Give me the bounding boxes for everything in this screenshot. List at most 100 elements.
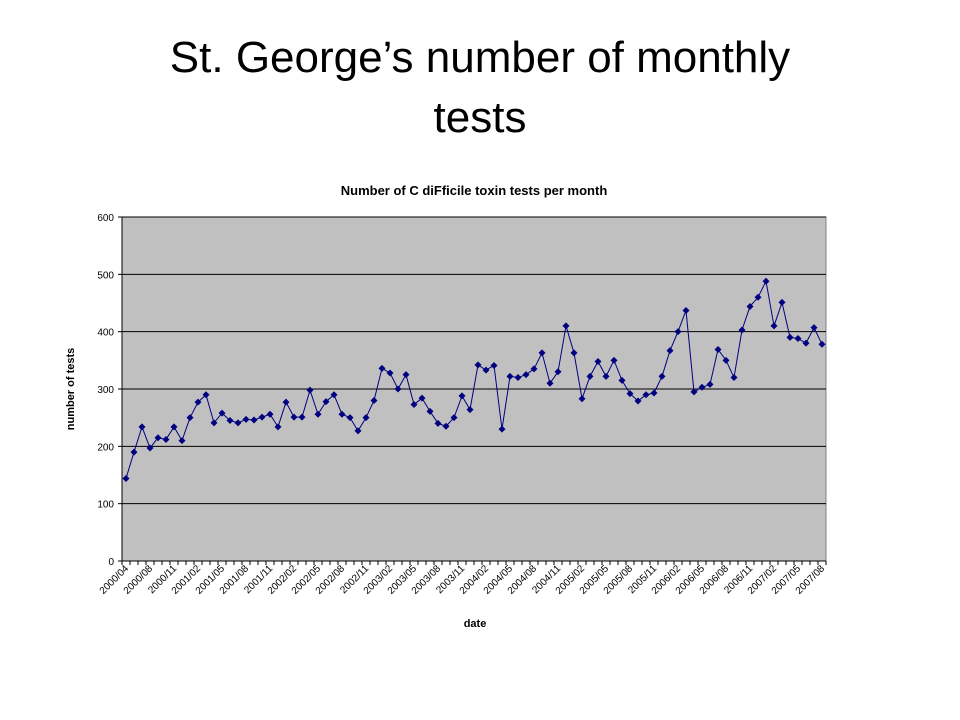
data-marker [506,372,514,380]
data-marker [426,407,434,415]
y-tick-label: 300 [97,385,114,396]
data-marker [498,425,506,433]
data-marker [186,414,194,422]
data-marker [626,390,634,398]
data-marker [410,400,418,408]
data-marker [474,361,482,369]
data-marker [706,380,714,388]
data-marker [754,293,762,301]
data-marker [266,410,274,418]
y-tick-label: 500 [97,270,114,281]
data-marker [170,423,178,431]
data-marker [362,414,370,422]
data-marker [698,383,706,391]
data-marker [378,364,386,372]
y-tick-label: 100 [97,500,114,511]
data-marker [730,374,738,382]
data-marker [258,413,266,421]
data-marker [442,422,450,430]
y-axis-label: number of tests [65,348,77,431]
data-marker [346,414,354,422]
data-marker [298,413,306,421]
data-marker [458,392,466,400]
y-tick-label: 400 [97,328,114,339]
data-marker [466,406,474,414]
data-marker [658,372,666,380]
data-marker [282,398,290,406]
data-marker [386,369,394,377]
slide-title: St. George’s number of monthly tests [169,33,791,142]
data-marker [674,328,682,336]
y-tick-label: 200 [97,442,114,453]
data-marker [306,386,314,394]
data-marker [570,349,578,357]
data-marker [554,368,562,376]
data-marker [338,410,346,418]
data-marker [610,356,618,364]
data-marker [194,398,202,406]
data-marker [682,306,690,314]
data-marker [314,410,322,418]
data-marker [154,434,162,442]
data-marker [210,419,218,427]
x-axis-label: date [464,618,487,630]
data-marker [234,419,242,427]
data-marker [802,339,810,347]
data-marker [650,389,658,397]
data-marker [666,347,674,355]
y-tick-label: 0 [108,557,114,568]
data-marker [562,322,570,330]
data-marker [530,365,538,373]
data-marker [594,357,602,365]
data-marker [178,437,186,445]
data-marker [274,423,282,431]
data-marker [762,277,770,285]
data-marker [810,324,818,332]
data-marker [746,302,754,310]
data-marker [514,374,522,382]
data-marker [290,413,298,421]
data-marker [482,366,490,374]
data-marker [618,376,626,384]
data-marker [370,396,378,404]
data-marker [162,435,170,443]
data-marker [602,372,610,380]
data-marker [586,372,594,380]
data-marker [722,356,730,364]
data-marker [354,427,362,435]
data-marker [634,397,642,405]
data-marker [226,417,234,425]
data-marker [770,322,778,330]
data-marker [522,371,530,379]
data-marker [738,326,746,334]
data-marker [130,448,138,456]
y-tick-label: 600 [97,213,114,224]
data-marker [714,345,722,353]
data-marker [490,361,498,369]
data-marker [218,409,226,417]
chart-title: Number of C diFficile toxin tests per mo… [341,183,608,198]
data-marker [242,415,250,423]
data-marker [690,388,698,396]
data-marker [250,416,258,424]
data-marker [322,398,330,406]
data-marker [330,391,338,399]
data-marker [402,371,410,379]
data-marker [138,423,146,431]
data-marker [122,474,130,482]
data-marker [394,385,402,393]
data-marker [786,333,794,341]
data-marker [818,340,826,348]
data-marker [450,414,458,422]
data-marker [794,335,802,343]
data-marker [202,391,210,399]
data-marker [146,444,154,452]
data-marker [538,349,546,357]
data-marker [418,394,426,402]
data-marker [778,298,786,306]
data-marker [578,395,586,403]
data-line [125,279,823,479]
data-marker [434,419,442,427]
